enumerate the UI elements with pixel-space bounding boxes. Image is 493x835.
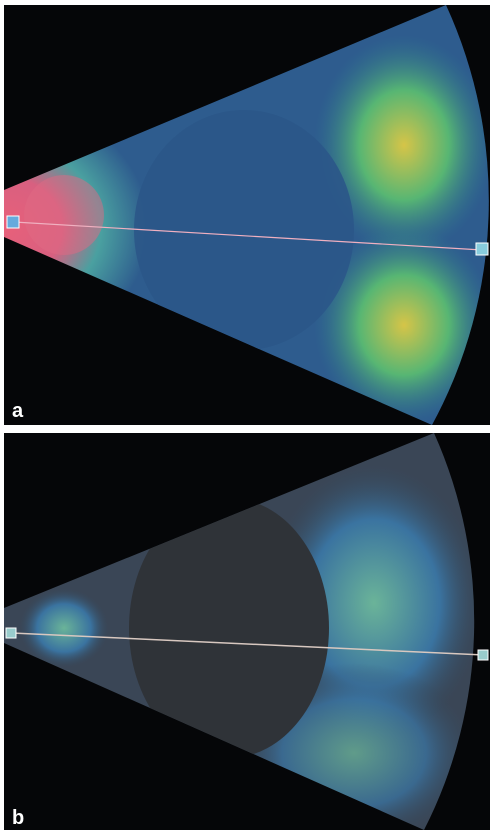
marker — [476, 243, 488, 255]
panel-b: b — [4, 433, 490, 830]
marker — [6, 628, 16, 638]
panel-label: a — [12, 401, 23, 421]
echo-zones — [19, 463, 484, 830]
panel-label: b — [12, 808, 24, 828]
panel-a: a — [4, 5, 490, 425]
figure: a b (() => { const dat — [0, 0, 493, 835]
ultrasound-b — [4, 433, 490, 830]
marker — [7, 216, 19, 228]
ultrasound-a — [4, 5, 490, 425]
marker — [478, 650, 488, 660]
